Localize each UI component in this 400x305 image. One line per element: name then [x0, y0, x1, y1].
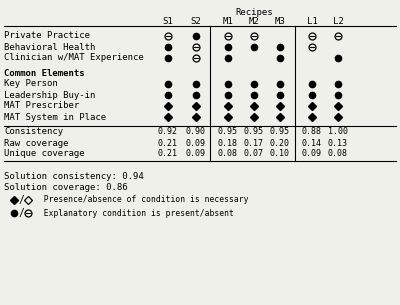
Text: MAT Prescriber: MAT Prescriber	[4, 102, 79, 110]
Text: 0.10: 0.10	[270, 149, 290, 159]
Text: M2: M2	[249, 17, 259, 26]
Text: /: /	[19, 208, 25, 218]
Text: L1: L1	[307, 17, 317, 26]
Text: S2: S2	[191, 17, 201, 26]
Text: S1: S1	[163, 17, 173, 26]
Text: 0.09: 0.09	[186, 138, 206, 148]
Text: Behavioral Health: Behavioral Health	[4, 42, 95, 52]
Text: /: /	[19, 195, 25, 205]
Text: 0.07: 0.07	[244, 149, 264, 159]
Text: 0.95: 0.95	[270, 127, 290, 137]
Text: Key Person: Key Person	[4, 80, 58, 88]
Text: Consistency: Consistency	[4, 127, 63, 137]
Text: 0.08: 0.08	[328, 149, 348, 159]
Text: Presence/absence of condition is necessary: Presence/absence of condition is necessa…	[34, 196, 248, 204]
Text: 0.09: 0.09	[302, 149, 322, 159]
Text: 0.17: 0.17	[244, 138, 264, 148]
Text: Unique coverage: Unique coverage	[4, 149, 85, 159]
Text: 0.95: 0.95	[218, 127, 238, 137]
Text: MAT System in Place: MAT System in Place	[4, 113, 106, 121]
Text: 0.92: 0.92	[158, 127, 178, 137]
Text: 0.08: 0.08	[218, 149, 238, 159]
Text: 0.90: 0.90	[186, 127, 206, 137]
Text: 0.18: 0.18	[218, 138, 238, 148]
Text: 0.14: 0.14	[302, 138, 322, 148]
Text: Common Elements: Common Elements	[4, 70, 85, 78]
Text: L2: L2	[333, 17, 343, 26]
Text: M3: M3	[275, 17, 285, 26]
Text: Clinician w/MAT Experience: Clinician w/MAT Experience	[4, 53, 144, 63]
Text: 1.00: 1.00	[328, 127, 348, 137]
Text: 0.21: 0.21	[158, 138, 178, 148]
Text: Raw coverage: Raw coverage	[4, 138, 68, 148]
Text: Leadership Buy-in: Leadership Buy-in	[4, 91, 95, 99]
Text: Explanatory condition is present/absent: Explanatory condition is present/absent	[34, 209, 234, 217]
Text: 0.88: 0.88	[302, 127, 322, 137]
Text: 0.95: 0.95	[244, 127, 264, 137]
Text: 0.09: 0.09	[186, 149, 206, 159]
Text: Solution coverage: 0.86: Solution coverage: 0.86	[4, 183, 128, 192]
Text: M1: M1	[223, 17, 233, 26]
Text: Recipes: Recipes	[235, 8, 272, 17]
Text: Private Practice: Private Practice	[4, 31, 90, 41]
Text: 0.20: 0.20	[270, 138, 290, 148]
Text: 0.21: 0.21	[158, 149, 178, 159]
Text: Solution consistency: 0.94: Solution consistency: 0.94	[4, 172, 144, 181]
Text: 0.13: 0.13	[328, 138, 348, 148]
